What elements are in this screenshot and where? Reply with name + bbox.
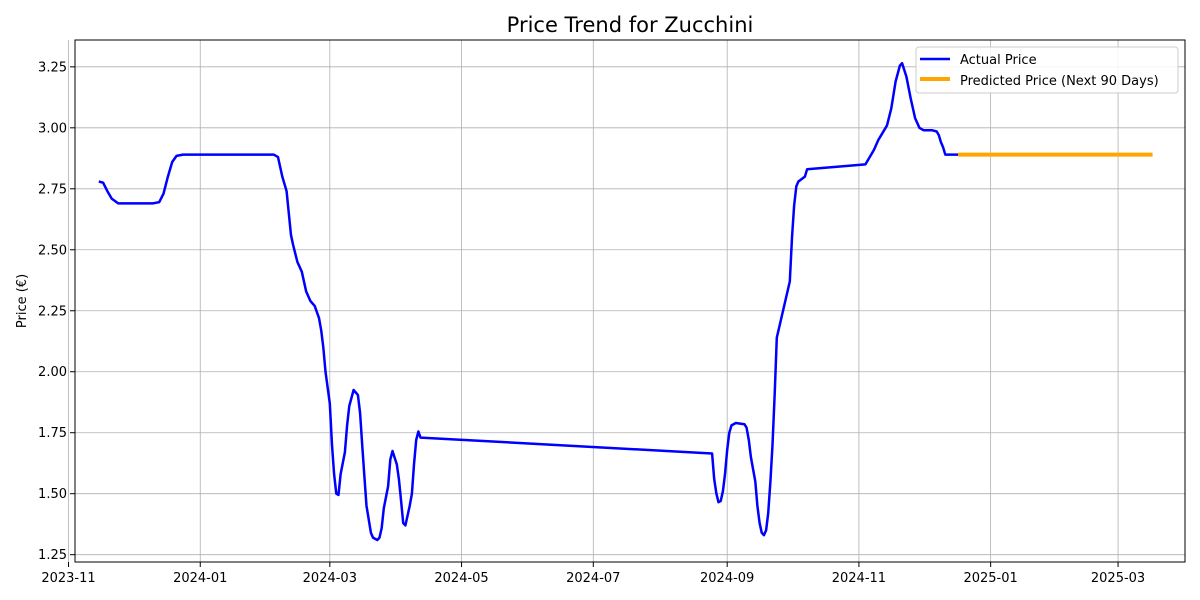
legend-label-actual-price: Actual Price: [960, 53, 1037, 68]
y-tick-label: 3.00: [38, 121, 67, 136]
y-tick-label: 1.50: [38, 487, 67, 502]
plot-series: [98, 61, 1153, 542]
legend: Actual Price Predicted Price (Next 90 Da…: [915, 46, 1179, 94]
chart-title: Price Trend for Zucchini: [507, 13, 754, 37]
y-tick-label: 2.00: [38, 365, 67, 380]
x-tick-label: 2024-05: [434, 571, 488, 586]
y-tick-label: 1.75: [38, 426, 67, 441]
x-tick-label: 2024-09: [700, 571, 754, 586]
y-tick-label: 2.50: [38, 243, 67, 258]
y-tick-label: 2.25: [38, 304, 67, 319]
x-axis: 2023-11 2024-01 2024-03 2024-05 2024-07 2024-…: [41, 562, 1145, 586]
x-tick-label: 2024-03: [303, 571, 357, 586]
x-tick-label: 2025-01: [963, 571, 1017, 586]
plot-frame: [74, 39, 1186, 563]
legend-label-predicted-price: Predicted Price (Next 90 Days): [960, 74, 1159, 89]
y-axis: 1.25 1.50 1.75 2.00 2.25 2.50 2.75 3.00 3.25: [38, 60, 75, 563]
y-tick-label: 3.25: [38, 60, 67, 75]
y-axis-label: Price (€): [15, 274, 30, 328]
y-tick-label: 2.75: [38, 182, 67, 197]
legend-box: [915, 46, 1179, 94]
x-tick-label: 2025-03: [1091, 571, 1145, 586]
actual-price-line: [98, 61, 959, 542]
y-tick-label: 1.25: [38, 548, 67, 563]
x-tick-label: 2024-01: [173, 571, 227, 586]
grid-lines: [68, 40, 1185, 562]
x-tick-label: 2023-11: [41, 571, 95, 586]
x-tick-label: 2024-07: [566, 571, 620, 586]
x-tick-label: 2024-11: [832, 571, 886, 586]
